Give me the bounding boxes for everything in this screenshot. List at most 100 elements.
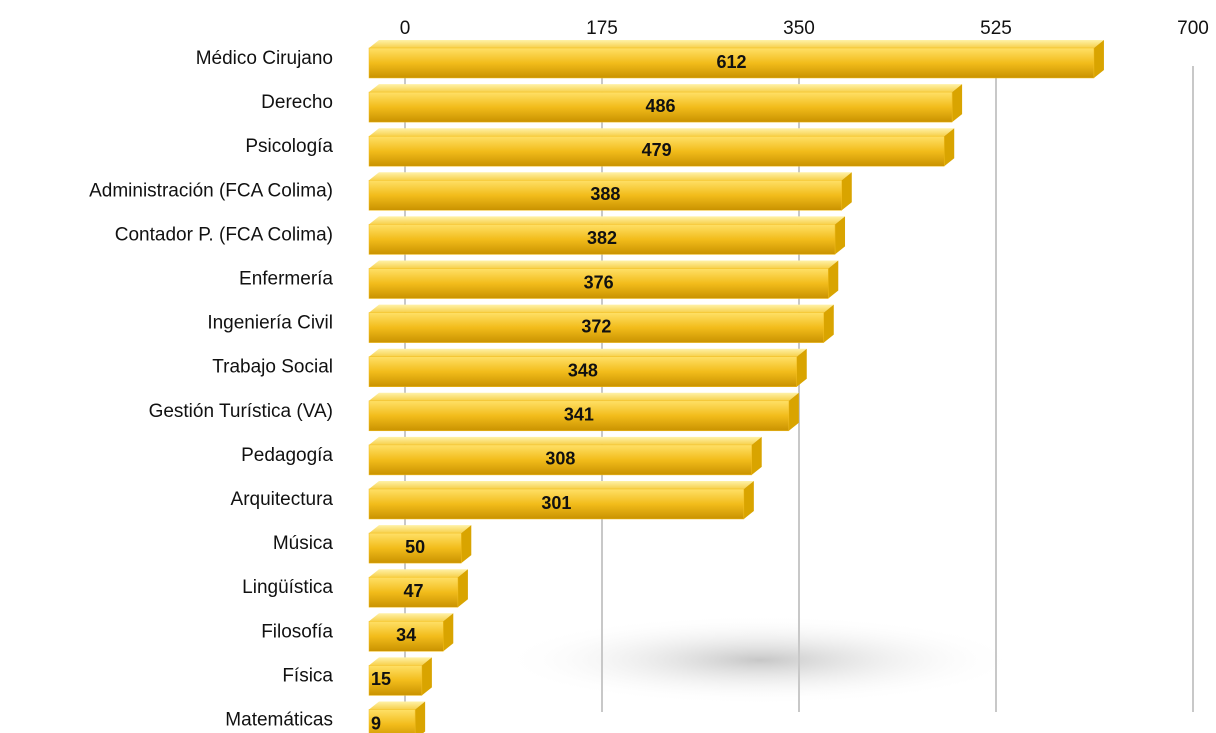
data-label: 486 — [646, 96, 676, 116]
bar-top — [369, 216, 846, 225]
data-label: 388 — [590, 184, 620, 204]
bar-top — [369, 40, 1104, 48]
bar-top — [369, 525, 472, 534]
y-tick-label: Filosofía — [261, 621, 333, 642]
bar — [368, 172, 852, 211]
data-label: 9 — [371, 713, 381, 733]
data-label: 382 — [587, 228, 617, 248]
bar — [368, 260, 839, 299]
bar-top — [369, 84, 963, 93]
y-tick-label: Lingüística — [242, 577, 333, 598]
y-tick-label: Música — [273, 533, 334, 554]
bar-side — [796, 348, 807, 387]
bar-top — [369, 348, 807, 357]
bar-side — [944, 128, 955, 167]
bar — [368, 657, 432, 696]
bar-side — [952, 84, 963, 123]
bar — [368, 304, 834, 343]
bar-side — [461, 525, 472, 564]
bar-front — [368, 532, 462, 564]
bar-top — [369, 128, 955, 137]
data-label: 348 — [568, 360, 598, 380]
bar-front — [368, 135, 945, 167]
bar-top — [369, 569, 468, 578]
y-tick-label: Enfermería — [239, 269, 333, 290]
y-tick-label: Gestión Turística (VA) — [149, 401, 333, 422]
bar-front — [368, 356, 797, 387]
bar-side — [415, 701, 426, 733]
bar-front — [368, 268, 829, 299]
data-label: 47 — [403, 581, 423, 601]
y-tick-label: Contador P. (FCA Colima) — [115, 224, 333, 245]
bar-top — [369, 657, 432, 666]
y-tick-label: Psicología — [245, 136, 333, 157]
data-label: 308 — [545, 449, 575, 469]
data-label: 50 — [405, 537, 425, 557]
bar-front — [368, 444, 752, 476]
bar-side — [457, 569, 468, 608]
bar-front — [368, 621, 444, 652]
y-tick-label: Trabajo Social — [212, 357, 333, 378]
y-tick-label: Administración (FCA Colima) — [89, 180, 333, 201]
bar-side — [1093, 40, 1104, 78]
bar — [368, 613, 454, 652]
y-tick-label: Arquitectura — [231, 489, 334, 510]
bar-side — [828, 260, 839, 299]
data-label: 34 — [396, 625, 416, 645]
bar-front — [368, 400, 790, 432]
bar-top — [369, 481, 754, 489]
bar-side — [841, 172, 852, 211]
bar-top — [369, 392, 799, 401]
x-tick-label: 350 — [783, 18, 815, 39]
bar-front — [368, 312, 825, 343]
bar-side — [788, 392, 799, 431]
data-label: 15 — [371, 669, 391, 689]
bar — [368, 216, 846, 255]
bar — [368, 40, 1104, 79]
bar-side — [835, 216, 846, 255]
bar-front — [368, 576, 459, 608]
bar — [368, 436, 762, 476]
y-tick-label: Matemáticas — [225, 710, 333, 731]
shadow — [500, 615, 1020, 705]
x-tick-label: 700 — [1177, 18, 1209, 39]
data-label: 341 — [564, 405, 594, 425]
bar-top — [369, 613, 454, 622]
data-label: 372 — [581, 316, 611, 336]
bar — [368, 348, 807, 387]
bar — [368, 84, 963, 123]
data-label: 479 — [642, 140, 672, 160]
y-tick-label: Física — [282, 665, 333, 686]
bar-front — [368, 665, 423, 696]
bar-top — [369, 436, 762, 445]
y-tick-label: Médico Cirujano — [196, 48, 333, 69]
bar-front — [368, 709, 416, 733]
bar — [368, 392, 799, 432]
bar-side — [823, 304, 834, 343]
bar — [368, 569, 468, 608]
bar-side — [743, 481, 754, 519]
y-tick-label: Derecho — [261, 92, 333, 113]
bar-side — [443, 613, 454, 652]
bar-front — [368, 91, 953, 123]
bar-top — [369, 304, 834, 313]
bar — [368, 525, 472, 564]
x-tick-label: 525 — [980, 18, 1012, 39]
data-label: 612 — [716, 52, 746, 72]
bar-side — [751, 436, 762, 475]
y-tick-label: Pedagogía — [241, 445, 333, 466]
y-tick-label: Ingeniería Civil — [207, 313, 333, 334]
bar-top — [369, 260, 839, 269]
bar-side — [421, 657, 432, 696]
bar — [368, 701, 426, 733]
bar-top — [369, 172, 852, 181]
x-tick-label: 175 — [586, 18, 618, 39]
bar-front — [368, 488, 745, 520]
bar-front — [368, 47, 1095, 79]
bar-front — [368, 180, 843, 211]
bar — [368, 128, 955, 167]
bar-top — [369, 701, 426, 710]
bar — [368, 481, 754, 520]
bar-front — [368, 224, 836, 255]
